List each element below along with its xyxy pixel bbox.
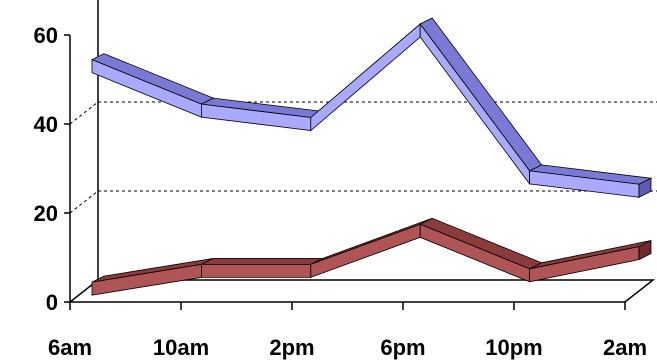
ribbon-segment xyxy=(310,23,421,132)
axis-labels: 0 20 40 60 6am 10am 2pm 6pm 10pm 2am xyxy=(34,23,648,360)
ribbon-segment xyxy=(419,22,530,186)
x-tick-label: 2pm xyxy=(269,335,314,360)
floor-plane xyxy=(67,279,656,303)
y-tick-label: 40 xyxy=(34,112,58,137)
series-1 xyxy=(91,17,653,198)
x-tick-label: 10am xyxy=(153,335,209,360)
x-tick-label: 6pm xyxy=(380,335,425,360)
chart-frame xyxy=(64,0,656,310)
series-2 xyxy=(91,217,652,296)
y-tick-label: 0 xyxy=(46,290,58,315)
x-tick-label: 2am xyxy=(603,335,647,360)
ribbon-end-cap xyxy=(638,239,652,261)
gridline-diagonal xyxy=(69,190,99,214)
series-layer xyxy=(91,17,653,296)
x-tick-label: 6am xyxy=(48,335,92,360)
ribbon-segment xyxy=(310,223,421,278)
ribbon-segment xyxy=(200,263,312,278)
gridlines xyxy=(69,101,657,214)
ribbon-end-cap xyxy=(638,177,652,198)
ribbon-top-face xyxy=(419,17,543,172)
ribbon-top-face xyxy=(201,257,323,265)
x-tick-label: 10pm xyxy=(485,335,542,360)
gridline-diagonal xyxy=(69,101,99,125)
y-tick-label: 60 xyxy=(34,23,58,48)
y-tick-label: 20 xyxy=(34,201,58,226)
